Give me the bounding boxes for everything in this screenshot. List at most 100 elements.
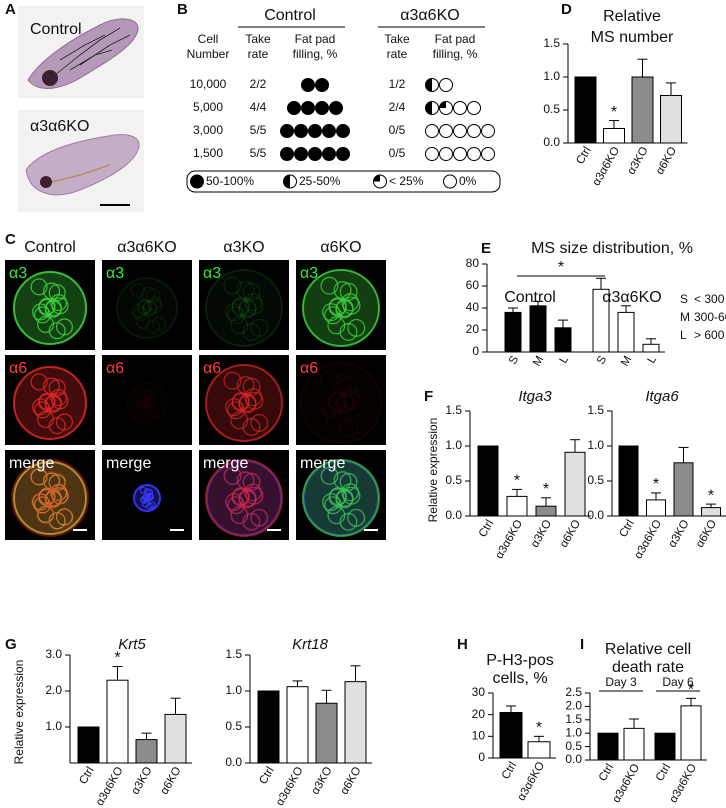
y-tick-label: 10: [472, 729, 486, 743]
column-header: filling, %: [293, 47, 338, 61]
filling-circle: [336, 124, 350, 138]
cell-outline: [30, 278, 48, 296]
y-tick-label: 1.0: [225, 683, 242, 697]
cell-number: 5,000: [193, 100, 223, 114]
cell-outline: [42, 471, 61, 490]
filling-circle-part: [425, 78, 432, 92]
cell-outline: [32, 303, 50, 321]
y-tick-label: 1.0: [45, 719, 62, 733]
cell-outline: [37, 488, 56, 507]
row-label: α3: [203, 265, 221, 282]
cell-outline: [146, 502, 154, 510]
cell-outline: [147, 493, 155, 501]
filling-circle: [308, 147, 322, 161]
filling-circle: [439, 124, 453, 138]
column-header: Fat pad: [295, 32, 336, 46]
comparison-label: *: [558, 259, 564, 276]
column-title: α3KO: [223, 239, 264, 256]
cell-outline: [321, 397, 340, 417]
y-tick-label: 1.0: [565, 725, 582, 739]
cell-outline: [227, 306, 246, 325]
cell-outline: [48, 472, 67, 491]
column-title: α6KO: [320, 239, 361, 256]
chart-title: Krt5: [118, 636, 146, 653]
cell-outline: [320, 276, 339, 295]
bar: [77, 726, 100, 764]
legend-circle: [443, 174, 457, 189]
cell-outline: [231, 392, 250, 411]
cell-outline: [48, 474, 66, 492]
column-header: rate: [248, 47, 269, 61]
cell-outline: [51, 297, 69, 315]
cell-outline: [30, 468, 48, 486]
cell-outline: [51, 392, 69, 410]
filling-circle: [425, 147, 439, 161]
legend-circle: [190, 174, 204, 189]
chart-title: death rate: [612, 659, 684, 676]
significance: *: [514, 473, 520, 490]
filling-circle: [453, 101, 467, 115]
column-header: Take: [245, 32, 271, 46]
filling-circle: [322, 147, 336, 161]
y-tick-label: 20: [466, 322, 480, 336]
row-label: α3: [9, 265, 27, 282]
cell-outline: [48, 513, 67, 531]
y-tick-label: 1.5: [565, 712, 582, 726]
panel-label: F: [424, 388, 433, 405]
significance: *: [611, 104, 617, 121]
x-tick-label: M: [531, 354, 546, 368]
cell-outline: [333, 374, 353, 394]
y-tick-label: 0.5: [587, 473, 604, 487]
y-tick-label: 2.0: [565, 699, 582, 713]
y-tick-label: 0: [478, 750, 485, 764]
cell-outline: [48, 512, 66, 530]
micrograph: [296, 355, 386, 445]
filling-circle: [301, 101, 315, 115]
cell-outline: [322, 303, 341, 322]
cell-outline: [322, 493, 341, 512]
cell-outline: [323, 401, 343, 421]
bar: [618, 445, 639, 517]
group-label: Day 6: [662, 675, 694, 689]
significance: *: [688, 682, 694, 699]
cell-outline: [148, 298, 163, 314]
cell-outline: [146, 389, 157, 400]
row-label: merge: [300, 455, 345, 472]
cell-outline: [342, 486, 361, 505]
cell-outline: [145, 287, 161, 303]
y-tick-label: 0.0: [565, 752, 582, 766]
cell-outline: [38, 297, 56, 315]
cell-outline: [242, 323, 261, 341]
cell-outline: [38, 487, 56, 505]
bar: [623, 727, 645, 761]
cell-outline: [142, 300, 158, 316]
filling-circle: [315, 78, 329, 92]
legend-circle-part: [373, 175, 380, 182]
x-tick-label: α6KO: [694, 518, 719, 550]
cell-outline: [328, 487, 347, 506]
group-label: Control: [504, 289, 556, 306]
cell-outline: [341, 293, 360, 312]
bar: [564, 451, 586, 517]
bar: [315, 702, 338, 764]
cell-outline: [250, 318, 269, 337]
photo-label: α3α6KO: [30, 118, 89, 135]
cell-outline: [30, 373, 48, 391]
cell-outline: [50, 483, 69, 502]
y-tick-label: 0.5: [543, 102, 560, 116]
lymph-node: [40, 176, 52, 188]
signal: [300, 362, 382, 444]
legend-circle-part: [283, 175, 290, 188]
panel-label: I: [580, 636, 584, 653]
filling-circle: [481, 124, 495, 138]
micrograph: [102, 355, 192, 445]
take-rate: 0/5: [389, 146, 406, 160]
photo-label: Control: [30, 21, 82, 38]
cell-outline: [242, 377, 261, 396]
row-label: merge: [203, 455, 248, 472]
legend-text: > 600 px: [694, 328, 726, 342]
bar: [631, 76, 654, 144]
take-rate: 2/2: [250, 77, 267, 91]
x-tick-label: α3α6KO: [590, 145, 622, 188]
x-tick-label: α3α6KO: [493, 518, 525, 561]
